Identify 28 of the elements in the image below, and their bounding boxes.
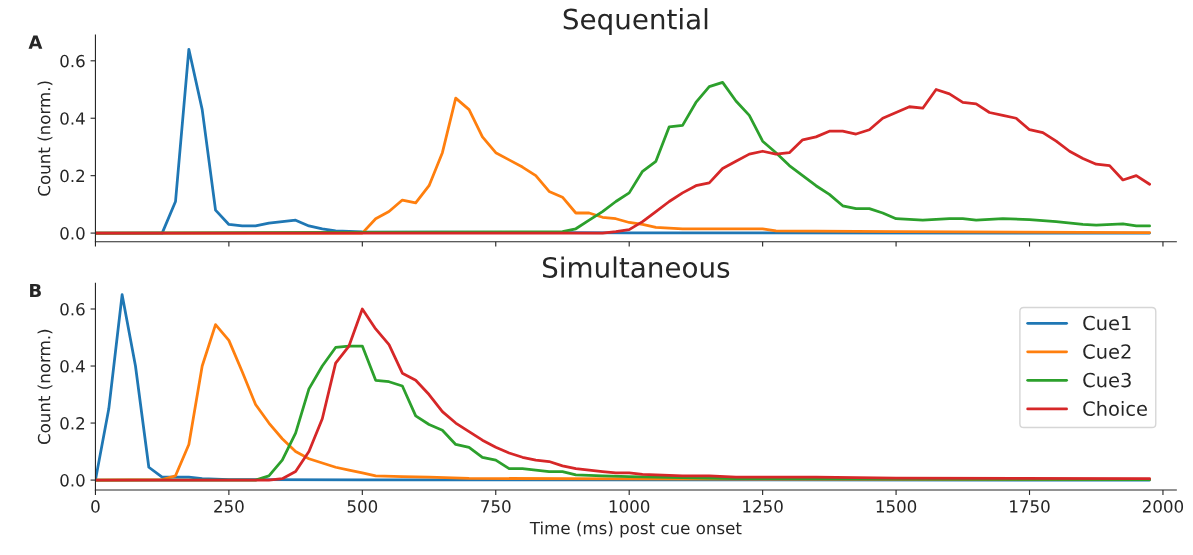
legend-label: Cue2 — [1083, 344, 1131, 359]
x-tick-label: 250 — [214, 500, 244, 513]
y-tick-label: 0.6 — [60, 302, 85, 316]
x-tick-label: 1750 — [1010, 500, 1050, 513]
x-tick-label: 500 — [347, 500, 378, 513]
y-tick-label: 0.0 — [60, 474, 85, 487]
legend-label: Cue1 — [1083, 315, 1131, 331]
y-tick-label: 0.4 — [60, 112, 85, 125]
y-axis-title: Count (norm.) — [37, 81, 53, 196]
text: A — [28, 35, 43, 49]
x-tick-label: 0 — [91, 500, 100, 513]
y-tick-label: 0.2 — [60, 169, 85, 183]
y-tick-label: 0.2 — [60, 417, 85, 430]
x-tick-label: 750 — [481, 500, 511, 513]
x-axis-title: Time (ms) post cue onset — [529, 521, 742, 538]
y-tick-label: 0.0 — [60, 227, 85, 240]
legend-label: Cue3 — [1083, 372, 1131, 388]
chart-title: Simultaneous — [543, 256, 730, 278]
y-axis-title: Count (norm.) — [37, 329, 53, 445]
chart-title: Sequential — [563, 8, 708, 35]
x-tick-label: 1500 — [876, 500, 917, 513]
y-tick-label: 0.4 — [60, 359, 85, 373]
x-tick-label: 1250 — [743, 500, 783, 513]
text: B — [30, 283, 41, 298]
y-tick-label: 0.6 — [60, 54, 85, 68]
legend-label: Choice — [1083, 400, 1147, 416]
x-tick-label: 2000 — [1142, 500, 1184, 513]
x-tick-label: 1000 — [609, 500, 650, 513]
